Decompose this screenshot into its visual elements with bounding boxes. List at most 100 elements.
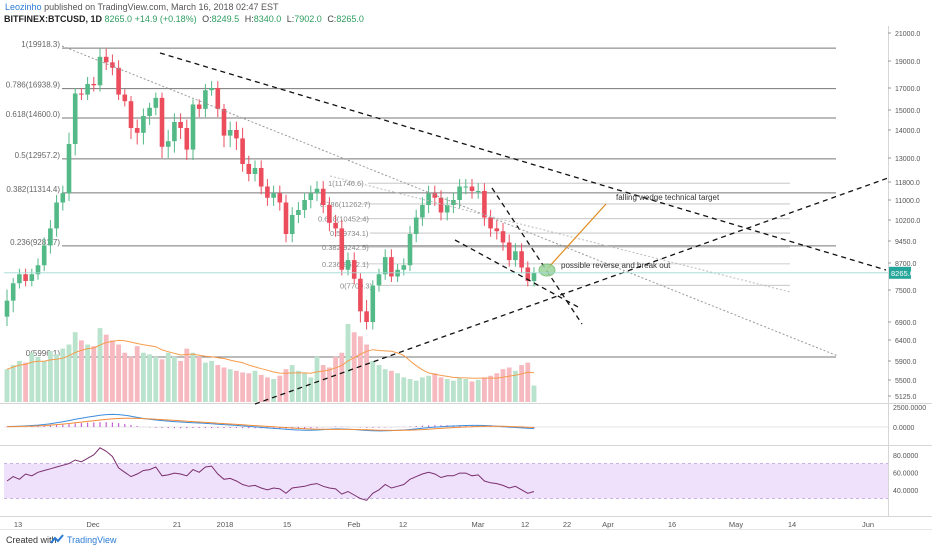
volume-bar	[358, 336, 363, 402]
candle-body	[277, 193, 283, 203]
volume-bar	[271, 379, 276, 402]
candle-body	[66, 144, 72, 194]
low-label: L:	[286, 14, 295, 24]
tradingview-logo-icon	[50, 534, 64, 544]
volume-bar	[376, 365, 382, 402]
time-axis-label: 21	[173, 520, 181, 529]
candle-body	[426, 193, 431, 205]
candle-body	[258, 168, 264, 187]
volume-bar	[91, 346, 97, 402]
candle-body	[413, 217, 419, 234]
time-axis-label: Mar	[472, 520, 485, 529]
candle-body	[438, 197, 444, 213]
created-with-text: Created with	[6, 535, 57, 545]
volume-ma-line	[6, 339, 535, 379]
volume-bar	[469, 381, 475, 402]
candle-body	[196, 104, 202, 109]
volume-bar	[184, 348, 190, 402]
volume-bar	[327, 367, 332, 402]
volume-bar	[54, 354, 59, 402]
volume-bar	[339, 352, 345, 402]
volume-bar	[258, 374, 264, 402]
candle-body	[327, 205, 332, 223]
price-axis-label: 15000.0	[895, 108, 920, 115]
volume-bar	[10, 365, 16, 402]
high-label: H:	[244, 14, 254, 24]
fib-inner-label: 0.382(9242.5)	[322, 243, 369, 252]
volume-bar	[172, 356, 177, 402]
open-label: O:	[202, 14, 212, 24]
volume-bar	[494, 373, 500, 402]
volume-bar	[488, 375, 493, 402]
volume-bar	[302, 373, 307, 402]
volume-bar	[147, 354, 152, 402]
volume-bar	[227, 369, 233, 402]
candle-body	[184, 128, 190, 150]
candle-body	[469, 186, 475, 191]
price-axis-label: 9450.0	[895, 239, 917, 246]
volume-bar	[444, 379, 450, 402]
fib-inner-label: 0.786(11262.7)	[320, 200, 371, 209]
volume-bar	[221, 367, 227, 402]
volume-bar	[85, 344, 90, 402]
candle-body	[221, 108, 227, 136]
last-price-tag	[889, 266, 911, 279]
candle-body	[457, 186, 462, 200]
volume-bar	[178, 360, 183, 402]
volume-bar	[240, 372, 245, 402]
candle-body	[60, 193, 66, 203]
volume-bar	[277, 375, 283, 402]
candle-body	[351, 260, 357, 279]
candle-body	[494, 228, 500, 232]
volume-bar	[500, 369, 506, 402]
volume-bar	[451, 380, 456, 402]
candle-body	[153, 97, 159, 108]
fib-level-label: 0.5(12957.2)	[15, 151, 61, 160]
candle-body	[339, 228, 345, 270]
volume-bar	[23, 362, 28, 402]
rsi-band	[4, 463, 888, 499]
volume-bar	[531, 385, 537, 402]
volume-bar	[196, 356, 202, 402]
candle-body	[345, 260, 351, 270]
volume-bar	[29, 352, 35, 402]
time-axis-label: Feb	[348, 520, 361, 529]
candle-body	[382, 257, 388, 275]
volume-bar	[345, 324, 351, 402]
time-axis-label: Dec	[86, 520, 100, 529]
candle-body	[172, 122, 177, 142]
volume-bar	[190, 352, 196, 402]
volume-bar	[215, 365, 221, 402]
fib-level-label: 0.618(14600.0)	[6, 110, 61, 119]
volume-bar	[48, 351, 53, 402]
volume-bar	[395, 373, 400, 402]
candle-body	[85, 83, 90, 95]
volume-bar	[110, 340, 115, 402]
volume-bar	[370, 360, 376, 402]
price-axis-label: 17000.0	[895, 86, 920, 93]
candle-body	[79, 93, 84, 95]
candle-body	[333, 222, 338, 229]
volume-bar	[407, 379, 413, 402]
price-axis-label: 10200.0	[895, 218, 920, 225]
author-link[interactable]: Leozinho	[5, 2, 42, 12]
volume-bar	[97, 328, 103, 402]
volume-bar	[308, 377, 314, 402]
symbol-name[interactable]: BITFINEX:BTCUSD, 1D	[4, 14, 103, 24]
symbol-info: BITFINEX:BTCUSD, 1D 8265.0 +14.9 (+0.18%…	[4, 14, 364, 24]
volume-bar	[60, 348, 66, 402]
candle-body	[531, 272, 537, 281]
volume-bar	[426, 375, 431, 402]
time-axis-label: Jun	[862, 520, 874, 529]
volume-bar	[482, 377, 487, 402]
volume-bar	[165, 352, 171, 402]
candle-body	[227, 130, 233, 136]
chart-area[interactable]: 21000.0 19000.0 17000.0 15000.0 14000.0 13000…	[0, 26, 932, 529]
volume-bar	[159, 359, 165, 402]
candle-body	[525, 267, 531, 281]
publish-info: Leozinho published on TradingView.com, M…	[5, 2, 279, 12]
time-axis-label: 12	[521, 520, 529, 529]
tradingview-brand[interactable]: TradingView	[67, 535, 117, 545]
candle-body	[320, 188, 326, 205]
last-price: 8265.0	[104, 14, 133, 24]
